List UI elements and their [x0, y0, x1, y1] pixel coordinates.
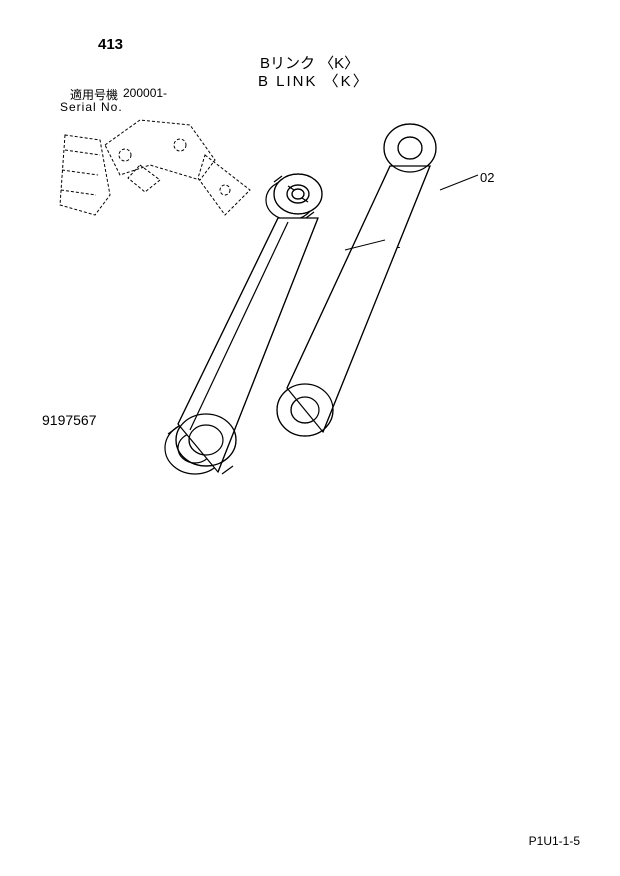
page-number: 413 — [98, 36, 123, 53]
context-assembly — [60, 120, 250, 215]
link-02 — [277, 124, 436, 436]
footer-code: P1U1-1-5 — [529, 834, 580, 848]
serial-number: 200001- — [123, 86, 167, 100]
technical-diagram — [50, 100, 550, 550]
title-english: B LINK 〈K〉 — [258, 70, 370, 91]
